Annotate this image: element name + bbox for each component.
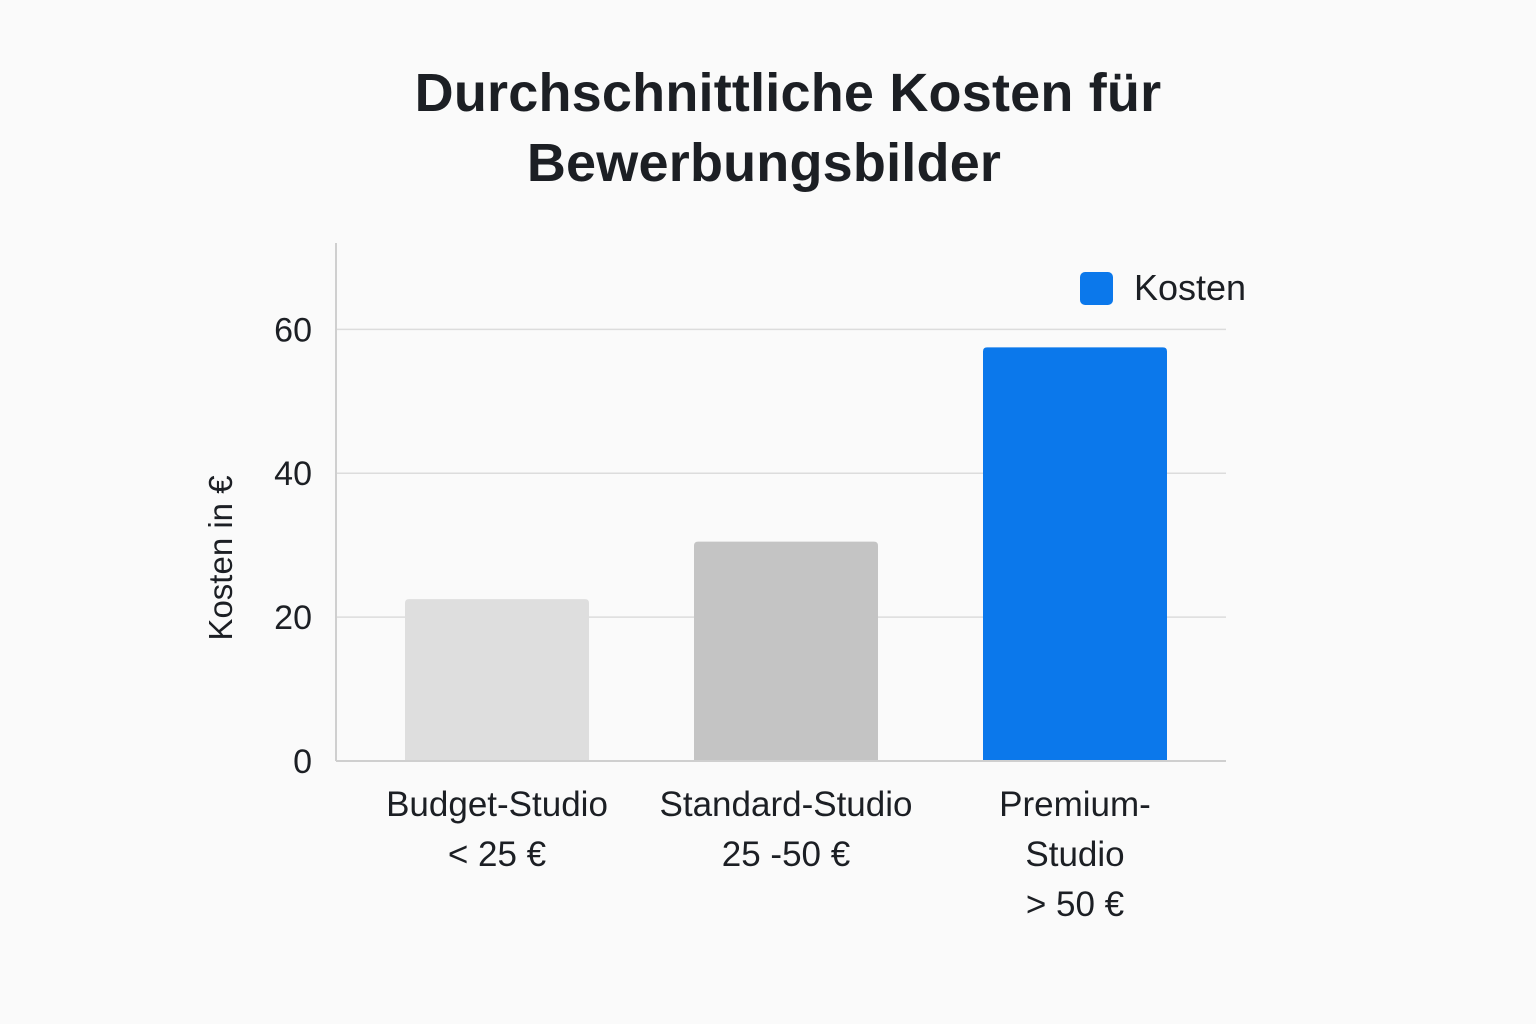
x-tick-label: Budget-Studio < 25 € <box>347 780 647 880</box>
y-tick-label: 0 <box>293 743 312 781</box>
chart-title-line-1: Durchschnittliche Kosten für <box>414 63 1162 123</box>
x-tick-label-line: Premium- <box>999 785 1151 824</box>
x-tick-label: Standard-Studio 25 -50 € <box>636 780 936 880</box>
x-tick-label: Premium- Studio > 50 € <box>925 780 1225 930</box>
chart-title-line-2: Bewerbungsbilder <box>526 133 1002 193</box>
y-tick-label: 40 <box>274 455 312 493</box>
legend: Kosten <box>1080 270 1246 306</box>
legend-swatch <box>1080 271 1113 305</box>
bar-2 <box>694 541 878 761</box>
bar-1 <box>405 599 589 761</box>
bar-3 <box>983 347 1167 761</box>
legend-label: Kosten <box>1134 267 1247 308</box>
y-tick-label: 20 <box>274 599 312 637</box>
y-tick-label: 60 <box>274 311 312 349</box>
x-tick-label-line: < 25 € <box>447 835 547 874</box>
x-tick-label-line: > 50 € <box>1025 885 1125 924</box>
x-tick-label-line: Budget-Studio <box>386 785 608 824</box>
x-tick-label-line: Standard-Studio <box>659 785 913 824</box>
x-tick-label-line: 25 -50 € <box>721 835 851 874</box>
x-tick-label-line: Studio <box>1025 835 1125 874</box>
